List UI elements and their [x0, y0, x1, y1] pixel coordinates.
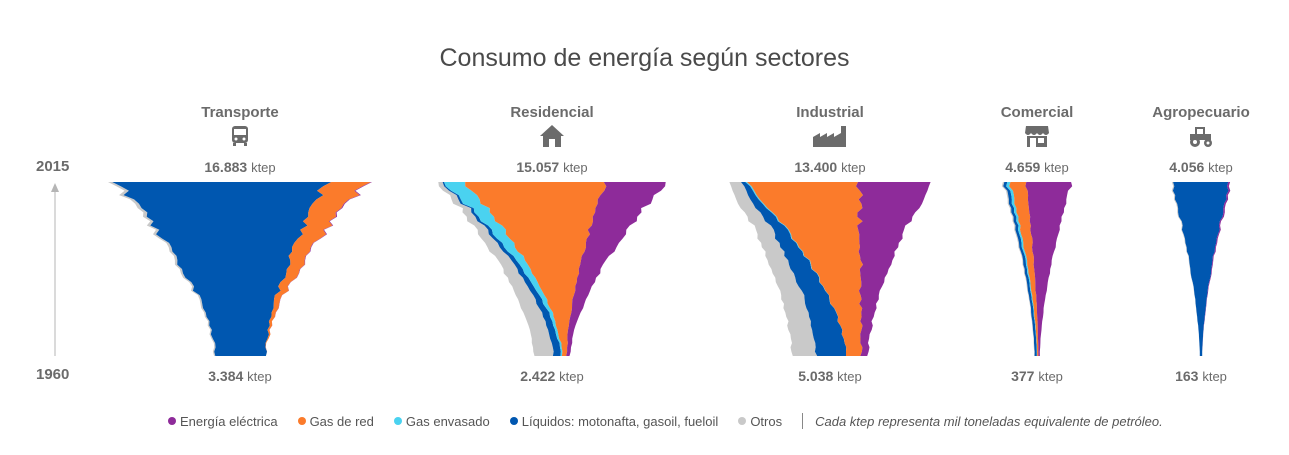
legend-item-gas-envasado: Gas envasado: [393, 414, 490, 429]
legend-item-electrica: Energía eléctrica: [168, 414, 278, 429]
stream-layer-1: [1172, 182, 1229, 356]
stream-layer-4: [1202, 182, 1231, 356]
legend-dot: [297, 417, 306, 425]
house-icon: [540, 125, 564, 147]
legend-item-otros: Otros: [738, 414, 782, 429]
legend-dot: [509, 417, 518, 425]
legend: Energía eléctrica Gas de red Gas envasad…: [168, 413, 1163, 429]
year-2015-label: 2015: [36, 158, 70, 175]
total-2015-industrial: 13.400 ktep: [794, 159, 866, 175]
stream-layer-4: [1025, 182, 1073, 356]
total-1960-agropecuario: 163 ktep: [1175, 368, 1227, 384]
legend-dot: [393, 417, 402, 425]
stream-layer-1: [741, 182, 847, 356]
store-icon: [1025, 126, 1049, 147]
unit-note: Cada ktep representa mil toneladas equiv…: [815, 413, 1163, 429]
sector-name-comercial: Comercial: [1000, 104, 1074, 121]
stream-layer-3: [746, 182, 863, 356]
stream-layer-0: [438, 182, 554, 356]
sector-name-residencial: Residencial: [510, 104, 594, 121]
legend-item-gas-red: Gas de red: [297, 414, 374, 429]
total-1960-residencial: 2.422 ktep: [520, 368, 584, 384]
tractor-icon: [1190, 127, 1212, 147]
total-2015-residencial: 15.057 ktep: [516, 159, 588, 175]
chart-title: Consumo de energía según sectores: [439, 44, 850, 72]
stream-layer-3: [265, 182, 371, 356]
stream-layer-0: [1171, 182, 1200, 356]
total-2015-comercial: 4.659 ktep: [1005, 159, 1069, 175]
stream-industrial: [729, 182, 931, 356]
stream-layer-4: [856, 182, 931, 356]
sector-name-agropecuario: Agropecuario: [1152, 104, 1250, 121]
total-1960-industrial: 5.038 ktep: [798, 368, 862, 384]
total-1960-comercial: 377 ktep: [1011, 368, 1063, 384]
factory-icon: [813, 126, 846, 147]
legend-item-liquidos: Líquidos: motonafta, gasoil, fueloil: [509, 414, 718, 429]
year-1960-label: 1960: [36, 366, 70, 383]
legend-dot: [168, 417, 176, 425]
bus-icon: [232, 126, 248, 146]
total-2015-agropecuario: 4.056 ktep: [1169, 159, 1233, 175]
stream-residencial: [438, 182, 666, 356]
legend-separator: [802, 413, 804, 429]
stream-layer-3: [1009, 182, 1039, 356]
total-2015-transporte: 16.883 ktep: [204, 159, 276, 175]
stream-agropecuario: [1171, 182, 1231, 356]
total-1960-transporte: 3.384 ktep: [208, 368, 272, 384]
stream-comercial: [1001, 182, 1073, 356]
sector-name-transporte: Transporte: [201, 104, 279, 121]
stream-layer-0: [729, 182, 818, 356]
stream-transporte: [108, 182, 372, 356]
time-axis-arrow: [51, 183, 59, 356]
stream-layer-4: [566, 182, 666, 356]
legend-dot: [738, 417, 747, 425]
stream-layer-3: [465, 182, 607, 356]
stream-layer-1: [112, 182, 332, 356]
sector-name-industrial: Industrial: [796, 104, 864, 121]
